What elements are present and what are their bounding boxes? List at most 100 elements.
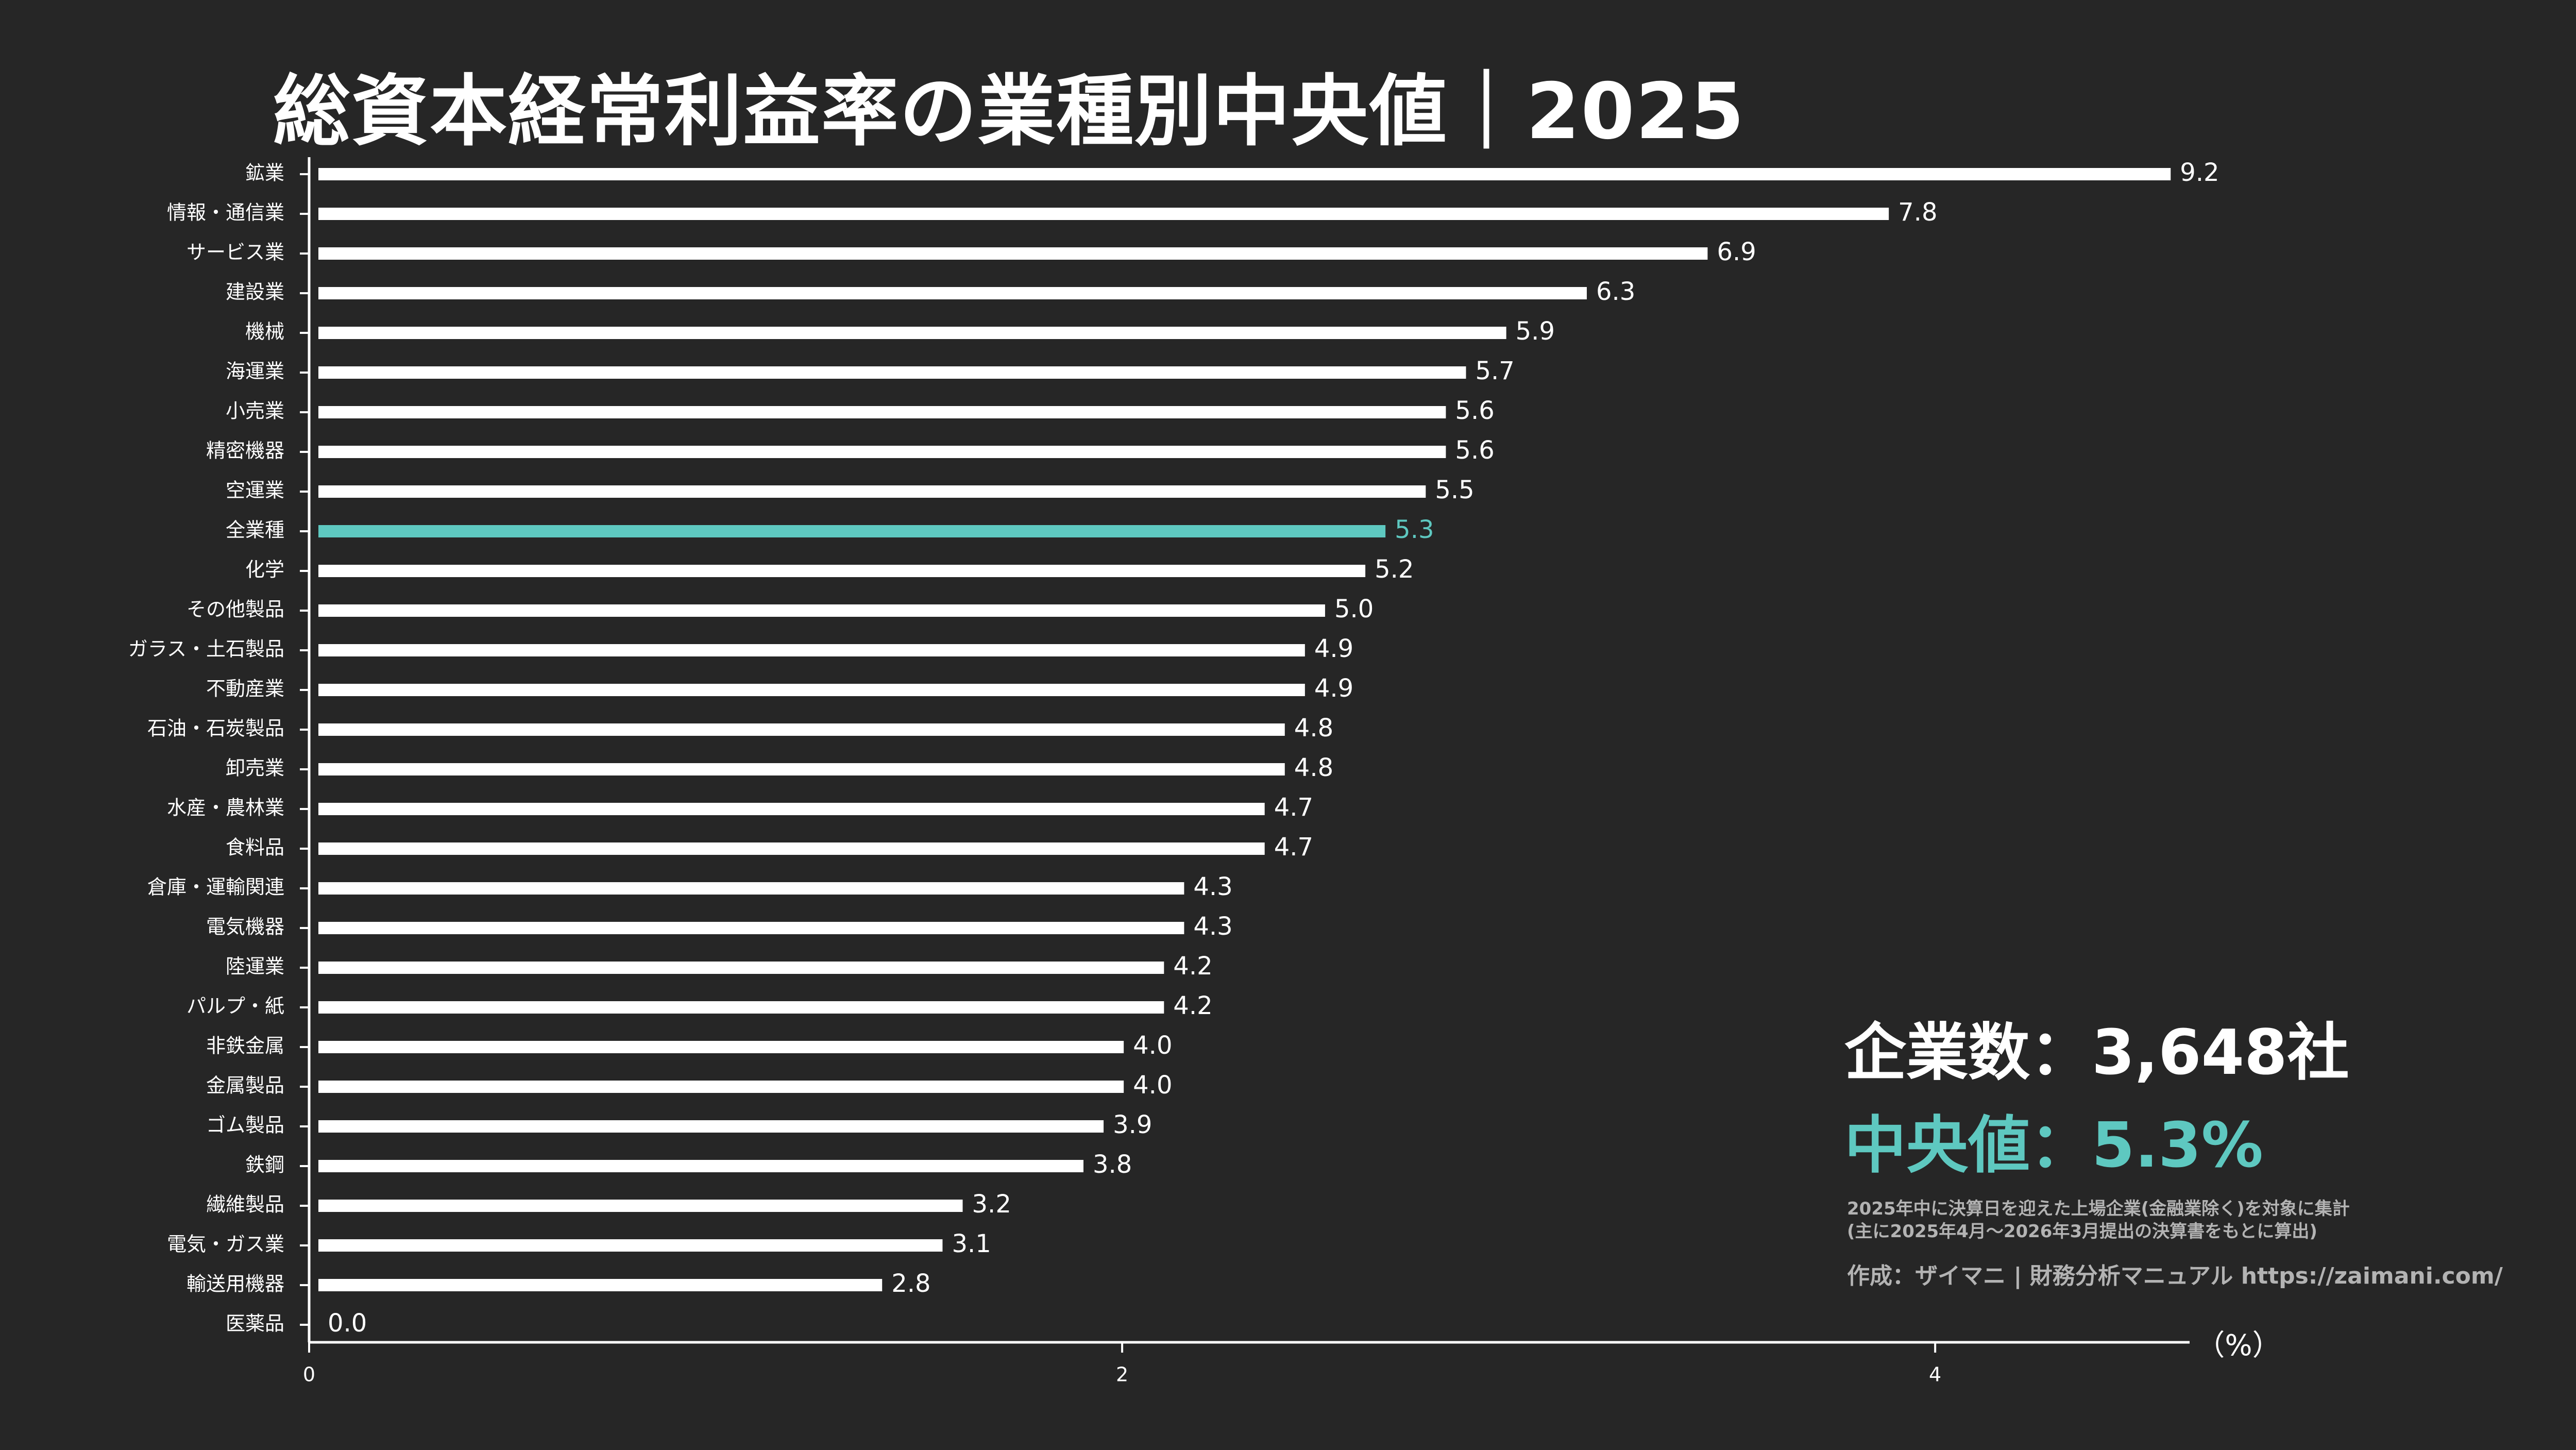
bar-value-label: 4.7 (1274, 793, 1313, 822)
category-label: 倉庫・運輸関連 (147, 876, 284, 899)
bar-value-label: 4.3 (1193, 912, 1232, 941)
category-label: 海運業 (226, 360, 284, 383)
bar (318, 842, 1265, 855)
category-label: 金属製品 (206, 1074, 284, 1097)
bar (318, 763, 1285, 775)
bar (318, 962, 1164, 974)
bar (318, 168, 2171, 180)
bar-value-label: 7.8 (1898, 198, 1937, 227)
bar (318, 406, 1446, 418)
bar-value-label: 5.0 (1334, 595, 1374, 623)
bar (318, 327, 1506, 339)
category-label: 非鉄金属 (206, 1035, 284, 1057)
category-label: 小売業 (226, 400, 284, 423)
bar (318, 247, 1708, 260)
category-label: 空運業 (226, 479, 284, 502)
category-label: 化学 (245, 559, 284, 581)
bar (318, 644, 1305, 656)
bar-value-label: 4.8 (1294, 714, 1333, 743)
bar-value-label: 3.8 (1093, 1150, 1132, 1179)
bar (318, 1200, 963, 1212)
bar-highlight (318, 525, 1386, 537)
bar (318, 1120, 1104, 1133)
bar-value-label: 5.6 (1455, 436, 1494, 465)
category-label: 水産・農林業 (167, 797, 284, 819)
bar-value-label: 5.2 (1375, 555, 1414, 584)
chart-title: 総資本経常利益率の業種別中央値｜2025 (273, 67, 1745, 157)
bar-value-label: 4.2 (1173, 991, 1212, 1020)
bar (318, 1160, 1083, 1172)
bar-value-label: 9.2 (2180, 158, 2219, 187)
bar-value-label: 5.5 (1435, 476, 1474, 504)
bar (318, 1279, 883, 1291)
x-axis-unit-label: （%） (2196, 1329, 2281, 1362)
x-tick-label: 4 (1929, 1363, 1941, 1386)
bar-value-label: 4.9 (1314, 634, 1353, 663)
category-label: 電気機器 (206, 916, 284, 938)
bar-value-label: 3.2 (972, 1190, 1011, 1219)
bar-value-label: 5.9 (1516, 317, 1555, 346)
category-label: その他製品 (187, 598, 284, 621)
bar (318, 565, 1366, 577)
category-label: 輸送用機器 (187, 1273, 284, 1295)
category-label: 鉄鋼 (245, 1154, 284, 1176)
category-label: 食料品 (226, 836, 284, 859)
x-tick-label: 0 (303, 1363, 315, 1386)
bar (318, 723, 1285, 736)
bar (318, 287, 1587, 299)
bar (318, 684, 1305, 696)
category-label: 情報・通信業 (167, 201, 284, 224)
category-label: 石油・石炭製品 (147, 717, 284, 740)
bar (318, 1001, 1164, 1014)
bar-value-label: 6.9 (1717, 238, 1756, 266)
category-label: 機械 (245, 321, 284, 343)
category-label: 全業種 (226, 519, 284, 542)
bar-value-label: 4.0 (1133, 1071, 1172, 1100)
bar-value-label: 4.0 (1133, 1031, 1172, 1060)
bar-value-label: 4.7 (1274, 833, 1313, 862)
bar-value-label: 3.1 (952, 1229, 991, 1258)
bar-value-label: 2.8 (891, 1269, 930, 1298)
bar-value-label: 4.9 (1314, 674, 1353, 703)
category-label: 精密機器 (206, 440, 284, 462)
category-label: ガラス・土石製品 (128, 638, 284, 661)
category-label: 医薬品 (226, 1312, 284, 1335)
category-label: 電気・ガス業 (167, 1233, 284, 1256)
bar (318, 1041, 1124, 1053)
bar (318, 922, 1184, 934)
bar (318, 366, 1466, 379)
bar-value-label: 5.7 (1475, 357, 1514, 385)
category-label: サービス業 (187, 241, 284, 264)
category-label: 卸売業 (226, 757, 284, 780)
bar (318, 1239, 943, 1252)
bar (318, 882, 1184, 895)
category-label: 不動産業 (206, 678, 284, 700)
x-tick-group: 02468 (303, 1342, 1941, 1386)
category-label: 鉱業 (245, 162, 284, 184)
median-value: 中央値：5.3% (1844, 1110, 2263, 1182)
bar-value-label: 5.3 (1395, 515, 1434, 544)
category-label: 建設業 (226, 281, 284, 304)
footnote-line-1: 2025年中に決算日を迎えた上場企業(金融業除く)を対象に集計 (1847, 1199, 2350, 1219)
bar (318, 1081, 1124, 1093)
bar-value-label: 3.9 (1113, 1110, 1152, 1139)
bar-value-label: 6.3 (1596, 277, 1635, 306)
bar (318, 803, 1265, 815)
credit-text: 作成：ザイマニ | 財務分析マニュアル https://zaimani.com/ (1847, 1263, 2503, 1289)
bar-value-label: 4.8 (1294, 753, 1333, 782)
bar-group: 鉱業 9.2 情報・通信業 7.8 サービス業 6.9 建設業 6.3 機械 5.9 海運業 5.7 小… (128, 158, 2219, 1338)
bar-value-label: 0.0 (328, 1309, 367, 1338)
footnote-line-2: (主に2025年4月〜2026年3月提出の決算書をもとに算出) (1847, 1221, 2317, 1242)
bar (318, 208, 1889, 220)
bar-value-label: 4.3 (1193, 872, 1232, 901)
category-label: ゴム製品 (206, 1114, 284, 1137)
x-tick-label: 2 (1116, 1363, 1128, 1386)
bar (318, 446, 1446, 458)
category-label: 繊維製品 (206, 1193, 284, 1216)
bar-value-label: 5.6 (1455, 396, 1494, 425)
company-count: 企業数：3,648社 (1844, 1017, 2349, 1089)
category-label: パルプ・紙 (187, 995, 284, 1018)
bar-value-label: 4.2 (1173, 952, 1212, 981)
bar (318, 485, 1426, 498)
